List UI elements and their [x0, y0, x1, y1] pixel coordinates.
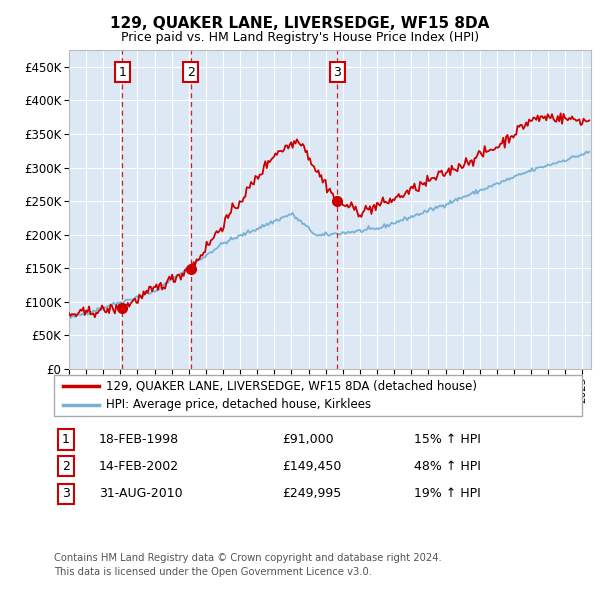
Text: 129, QUAKER LANE, LIVERSEDGE, WF15 8DA (detached house): 129, QUAKER LANE, LIVERSEDGE, WF15 8DA (…: [106, 379, 477, 392]
Text: £91,000: £91,000: [282, 433, 334, 446]
Text: Contains HM Land Registry data © Crown copyright and database right 2024.: Contains HM Land Registry data © Crown c…: [54, 553, 442, 563]
Text: 1: 1: [118, 66, 127, 79]
Text: 14-FEB-2002: 14-FEB-2002: [99, 460, 179, 473]
Text: This data is licensed under the Open Government Licence v3.0.: This data is licensed under the Open Gov…: [54, 567, 372, 577]
Text: 31-AUG-2010: 31-AUG-2010: [99, 487, 182, 500]
Text: Price paid vs. HM Land Registry's House Price Index (HPI): Price paid vs. HM Land Registry's House …: [121, 31, 479, 44]
Text: 19% ↑ HPI: 19% ↑ HPI: [414, 487, 481, 500]
Text: 2: 2: [187, 66, 195, 79]
Text: £249,995: £249,995: [282, 487, 341, 500]
Text: HPI: Average price, detached house, Kirklees: HPI: Average price, detached house, Kirk…: [106, 398, 371, 411]
Text: 129, QUAKER LANE, LIVERSEDGE, WF15 8DA: 129, QUAKER LANE, LIVERSEDGE, WF15 8DA: [110, 16, 490, 31]
Text: 18-FEB-1998: 18-FEB-1998: [99, 433, 179, 446]
Text: 2: 2: [62, 460, 70, 473]
Text: 15% ↑ HPI: 15% ↑ HPI: [414, 433, 481, 446]
Text: 1: 1: [62, 433, 70, 446]
Text: £149,450: £149,450: [282, 460, 341, 473]
Text: 3: 3: [333, 66, 341, 79]
Text: 3: 3: [62, 487, 70, 500]
Text: 48% ↑ HPI: 48% ↑ HPI: [414, 460, 481, 473]
